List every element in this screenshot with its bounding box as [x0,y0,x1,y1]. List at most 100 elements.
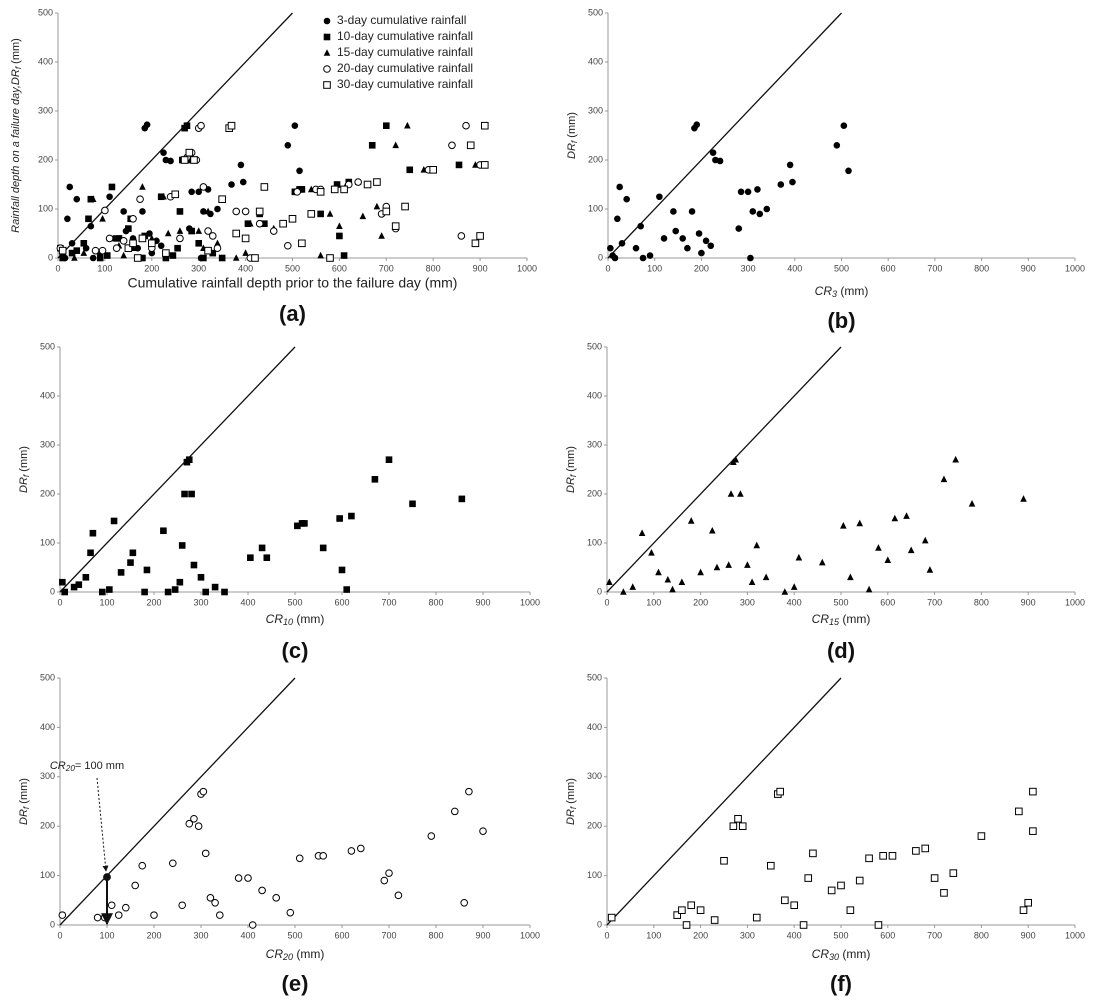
point [336,515,343,522]
point [71,254,78,261]
y-axis-label: DRf (mm) [566,112,579,159]
point [673,911,682,919]
panel-label: (c) [282,638,309,663]
y-axis-label: DRf (mm) [18,778,31,825]
y-tick-label: 500 [38,7,53,17]
point [269,227,278,235]
x-tick-label: 300 [741,263,756,273]
point [611,254,619,262]
x-tick-label: 100 [646,597,661,607]
point [940,889,948,897]
point [629,583,637,590]
panel-label: (e) [282,971,309,996]
point [713,563,721,571]
point [632,244,640,252]
point [637,222,644,230]
y-tick-label: 500 [588,7,603,17]
point [940,475,948,483]
point [462,121,470,130]
point [162,249,170,257]
point [670,208,677,215]
legend-label: 10-day cumulative rainfall [337,29,473,43]
point [679,235,687,242]
x-tick-label: 300 [193,597,208,607]
point [732,455,739,463]
point [139,254,146,262]
y-tick-label: 300 [40,771,55,781]
point [316,188,325,196]
point [818,558,826,566]
point [185,148,194,157]
x-tick-label: 0 [605,263,610,273]
point [157,193,165,201]
point [242,249,249,256]
point [363,180,372,189]
point [777,181,785,188]
x-tick-label: 900 [1021,930,1036,940]
y-tick-label: 400 [40,722,55,732]
point [354,178,362,186]
x-axis-label: CR20 (mm) [266,947,325,962]
point [949,869,958,877]
point [119,237,128,245]
point [143,566,151,574]
point [790,583,798,590]
point [678,906,686,914]
point [195,188,202,196]
x-tick-label: 200 [693,597,708,607]
point [738,822,747,831]
point [89,529,97,537]
point [89,195,97,202]
point [150,911,158,919]
point [655,568,662,576]
point [138,234,147,243]
x-tick-label: 200 [146,930,161,940]
point [378,232,385,239]
x-tick-label: 400 [787,930,802,940]
point [143,121,151,129]
panel-label: (f) [830,971,852,996]
x-axis-label-subscript: 30 [829,952,839,962]
point [87,195,95,203]
point [120,208,127,215]
point [211,583,219,591]
point [790,901,799,910]
point [200,254,207,262]
point [66,183,74,191]
x-tick-label: 300 [740,597,755,607]
point [357,844,365,853]
point [241,207,250,216]
y-axis-label-main: DR [565,809,577,825]
point [89,254,97,262]
point [75,581,83,588]
point [91,246,100,255]
point [656,193,663,201]
point [833,142,841,149]
y-tick-label: 100 [587,870,602,880]
point [614,215,621,223]
point [171,190,180,199]
y-axis-label: DRf (mm) [18,446,31,493]
point [319,852,328,860]
point [288,215,297,223]
point [672,227,680,235]
x-axis-label-subscript: 20 [282,952,293,962]
point [465,787,473,796]
point [214,205,221,213]
point [804,874,813,882]
x-tick-label: 900 [475,597,490,607]
point [199,183,208,191]
point [185,456,193,463]
point [195,227,202,234]
point [323,49,331,56]
y-tick-label: 0 [48,252,53,262]
y-axis-label-main: DR [566,143,578,159]
point [73,247,81,254]
x-tick-label: 700 [381,597,396,607]
point [725,561,732,568]
point [837,881,845,890]
y-tick-label: 100 [40,870,55,880]
point [763,205,771,213]
point [307,210,316,218]
point [317,210,324,218]
